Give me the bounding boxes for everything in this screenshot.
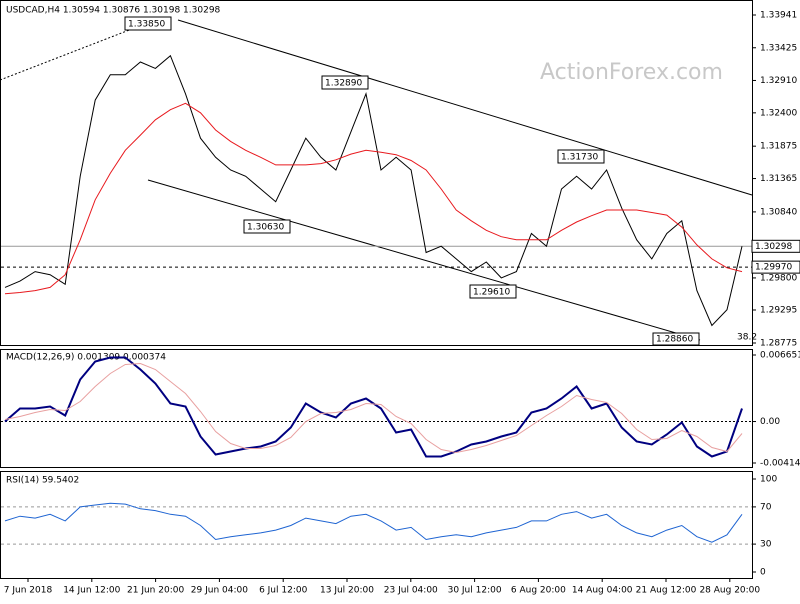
- x-tick-label: 14 Jun 12:00: [63, 586, 120, 596]
- x-tick-label: 6 Aug 20:00: [511, 586, 566, 596]
- series-line: [4, 54, 743, 327]
- price-label-box: [751, 239, 800, 253]
- y-tick-label: 1.31875: [760, 142, 797, 152]
- annotation: 1.28860: [656, 335, 693, 345]
- channel-upper: [177, 19, 753, 196]
- y-tick-label: 1.31365: [760, 174, 797, 184]
- x-tick-label: 30 Jul 12:00: [448, 586, 502, 596]
- x-tick-label: 14 Aug 04:00: [572, 586, 633, 596]
- rsi-panel: [0, 471, 753, 579]
- y-tick-label: 1.29295: [760, 305, 797, 315]
- y-tick-label: 0: [760, 568, 766, 578]
- x-tick-label: 7 Jun 2018: [4, 586, 53, 596]
- channel-lower: [147, 179, 701, 341]
- x-tick-label: 23 Jul 04:00: [384, 586, 438, 596]
- annotation-box: [321, 75, 369, 90]
- annotation-box: [124, 16, 172, 31]
- annotation: 1.33850: [128, 20, 165, 30]
- y-tick-label: 1.33425: [760, 43, 797, 53]
- annotation: 1.31730: [561, 153, 598, 163]
- price-label: 1.30298: [755, 242, 792, 252]
- annotations: 1.33850 1.32890 1.31730 1.30630 1.29610 …: [124, 16, 757, 346]
- annotation: 1.32890: [325, 79, 362, 89]
- series-line: [4, 362, 743, 454]
- annotation: 38.2: [737, 333, 757, 343]
- panel-title: USDCAD,H4 1.30594 1.30876 1.30198 1.3029…: [6, 6, 221, 16]
- watermark: ActionForex.com: [540, 60, 723, 85]
- annotation-box: [652, 332, 700, 346]
- y-tick-label: 1.29800: [760, 273, 797, 283]
- series-line: [4, 102, 743, 295]
- x-tick-label: 21 Jun 20:00: [127, 586, 184, 596]
- series-line: [4, 502, 743, 543]
- y-tick-label: 1.32910: [760, 76, 797, 86]
- y-tick-label: 0.006651: [760, 351, 800, 361]
- panel-title: MACD(12,26,9) 0.001309 0.000374: [6, 353, 166, 363]
- annotation: 1.30630: [247, 223, 284, 233]
- annotation: 1.29610: [473, 288, 510, 298]
- x-tick-label: 28 Aug 20:00: [699, 586, 760, 596]
- y-tick-label: 1.33941: [760, 11, 797, 21]
- annotation-box: [557, 149, 605, 164]
- price-label-box: [751, 260, 800, 274]
- y-tick-label: 1.30840: [760, 207, 797, 217]
- y-tick-label: -0.004145: [760, 459, 800, 469]
- x-tick-label: 21 Aug 12:00: [636, 586, 697, 596]
- annotation-box: [469, 284, 517, 299]
- macd-panel: [0, 349, 753, 468]
- y-tick-label: 0.00: [760, 417, 780, 427]
- x-tick-label: 6 Jul 12:00: [259, 586, 308, 596]
- x-tick-label: 13 Jul 20:00: [320, 586, 374, 596]
- annotation-box: [243, 219, 291, 234]
- y-tick-label: 1.32400: [760, 108, 797, 118]
- panel-title: RSI(14) 59.5402: [6, 476, 79, 486]
- y-tick-label: 30: [760, 540, 772, 550]
- trend-line: [0, 21, 151, 81]
- price-panel: [0, 0, 753, 346]
- y-tick-label: 70: [760, 502, 772, 512]
- x-tick-label: 29 Jun 04:00: [191, 586, 248, 596]
- y-tick-label: 1.28775: [760, 339, 797, 349]
- y-tick-label: 100: [760, 475, 777, 485]
- price-label: 1.29970: [755, 263, 792, 273]
